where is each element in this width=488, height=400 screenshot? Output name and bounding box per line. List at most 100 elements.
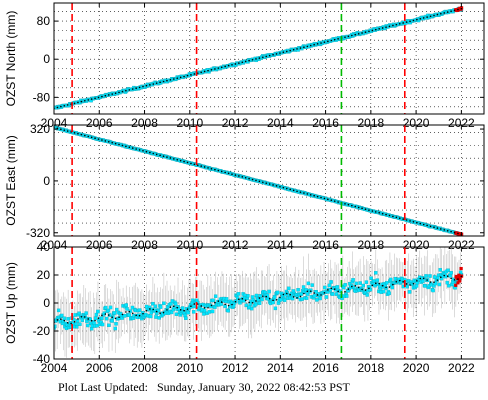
y-axis-label: OZST East (mm) bbox=[4, 135, 18, 225]
data-point bbox=[156, 308, 161, 313]
trend-dot bbox=[385, 286, 387, 289]
data-point bbox=[226, 309, 231, 313]
x-tick-label: 2020 bbox=[403, 361, 430, 375]
x-tick-label: 2004 bbox=[41, 361, 68, 375]
x-tick-label: 2012 bbox=[222, 238, 249, 252]
trend-dot bbox=[186, 308, 189, 310]
data-point bbox=[184, 316, 188, 320]
trend-dot bbox=[145, 84, 148, 87]
trend-dot bbox=[327, 198, 329, 201]
data-point bbox=[304, 296, 309, 300]
trend-dot bbox=[224, 65, 226, 68]
trend-dot bbox=[214, 168, 216, 171]
trend-dot bbox=[299, 295, 302, 298]
trend-dot bbox=[135, 148, 137, 150]
trend-dot bbox=[217, 169, 220, 172]
trend-dot bbox=[443, 12, 446, 14]
trend-dot bbox=[166, 309, 168, 311]
data-point bbox=[260, 297, 264, 302]
trend-dot bbox=[419, 277, 422, 280]
trend-dot bbox=[460, 7, 463, 10]
data-point bbox=[158, 305, 163, 309]
trend-dot bbox=[176, 158, 179, 161]
trend-dot bbox=[262, 56, 264, 59]
trend-dot bbox=[296, 297, 298, 299]
x-tick-label: 2010 bbox=[176, 361, 203, 375]
trend-dot bbox=[248, 301, 250, 304]
x-tick-label: 2014 bbox=[267, 116, 294, 130]
trend-dot bbox=[258, 57, 261, 59]
trend-dot bbox=[77, 318, 79, 320]
trend-dot bbox=[207, 69, 209, 72]
data-point bbox=[250, 306, 254, 311]
data-point bbox=[432, 275, 437, 279]
trend-dot bbox=[416, 221, 418, 224]
data-point bbox=[257, 301, 262, 305]
trend-dot bbox=[443, 229, 446, 231]
trend-dot bbox=[309, 290, 312, 292]
trend-dot bbox=[128, 310, 131, 313]
trend-dot bbox=[121, 90, 124, 93]
trend-dot bbox=[179, 76, 182, 79]
trend-dot bbox=[357, 206, 360, 209]
trend-dot bbox=[460, 275, 463, 278]
trend-dot bbox=[210, 304, 213, 307]
trend-dot bbox=[440, 12, 442, 15]
recent-point bbox=[456, 275, 461, 279]
trend-dot bbox=[104, 140, 107, 142]
trend-dot bbox=[128, 146, 131, 149]
trend-dot bbox=[94, 97, 96, 100]
data-point bbox=[219, 302, 223, 306]
data-point bbox=[431, 288, 435, 293]
data-point bbox=[351, 278, 355, 282]
y-tick-label: -20 bbox=[33, 324, 51, 338]
trend-dot bbox=[303, 46, 305, 49]
trend-dot bbox=[220, 66, 223, 69]
data-point bbox=[154, 315, 158, 319]
trend-dot bbox=[371, 29, 374, 32]
data-point bbox=[330, 292, 335, 296]
data-point bbox=[445, 280, 449, 285]
trend-dot bbox=[303, 192, 305, 194]
trend-dot bbox=[258, 180, 261, 183]
data-point bbox=[130, 305, 135, 310]
data-point bbox=[75, 325, 79, 329]
data-point bbox=[54, 324, 57, 329]
trend-dot bbox=[357, 286, 360, 289]
trend-dot bbox=[388, 286, 391, 288]
y-tick-label: 0 bbox=[43, 52, 50, 66]
trend-dot bbox=[398, 217, 401, 220]
trend-dot bbox=[220, 301, 223, 303]
trend-dot bbox=[203, 307, 206, 309]
trend-dot bbox=[87, 99, 90, 101]
data-point bbox=[100, 316, 104, 321]
trend-dot bbox=[292, 189, 295, 192]
trend-dot bbox=[446, 229, 449, 232]
trend-dot bbox=[354, 205, 357, 208]
trend-dot bbox=[429, 225, 432, 228]
data-point bbox=[202, 308, 207, 313]
trend-dot bbox=[279, 296, 281, 299]
y-tick-label: 80 bbox=[37, 14, 51, 28]
data-point bbox=[104, 316, 109, 321]
trend-dot bbox=[73, 132, 76, 134]
data-point bbox=[365, 293, 369, 297]
trend-dot bbox=[77, 101, 79, 104]
trend-dot bbox=[364, 289, 367, 291]
trend-dot bbox=[405, 283, 408, 285]
data-point bbox=[428, 274, 432, 278]
trend-dot bbox=[337, 290, 339, 293]
points bbox=[54, 125, 464, 236]
trend-dot bbox=[333, 288, 336, 290]
footer-label: Plot Last Updated: bbox=[58, 380, 148, 394]
data-point bbox=[323, 285, 327, 290]
data-point bbox=[436, 276, 440, 280]
trend-dot bbox=[118, 143, 120, 146]
data-point bbox=[246, 294, 250, 298]
trend-dot bbox=[292, 296, 295, 298]
trend-dot bbox=[169, 157, 172, 159]
trend-dot bbox=[231, 303, 233, 306]
data-point bbox=[267, 289, 271, 294]
trend-dot bbox=[104, 94, 107, 97]
trend-dot bbox=[368, 209, 370, 211]
